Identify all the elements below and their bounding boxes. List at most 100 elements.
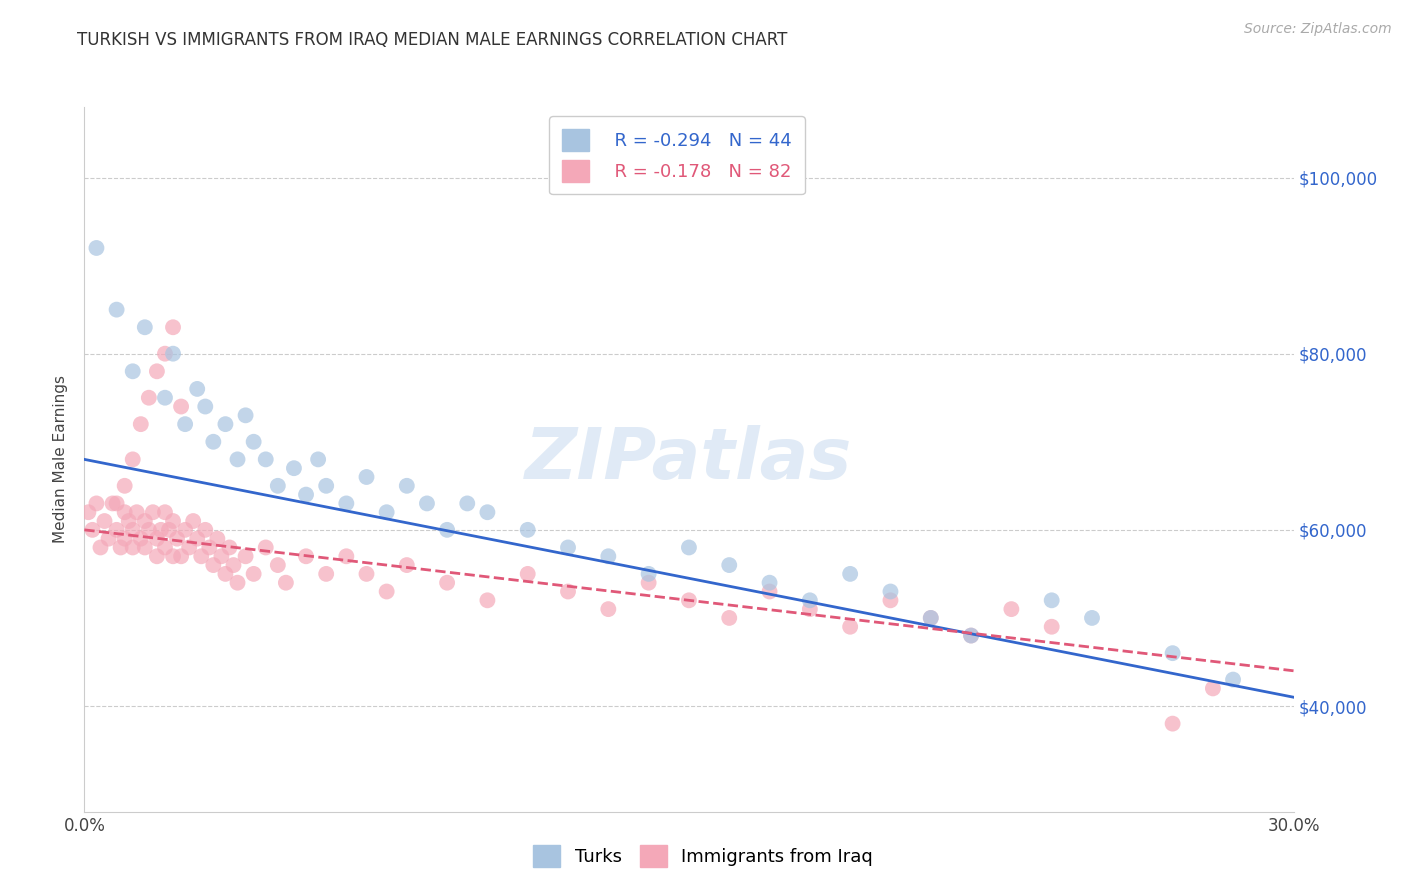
Point (235, 549, 257, 564)
Y-axis label: Median Male Earnings: Median Male Earnings (53, 376, 69, 543)
Point (162, 514, 184, 528)
Point (879, 593, 901, 607)
Point (1040, 620, 1063, 634)
Point (283, 461, 305, 475)
Point (226, 575, 249, 590)
Point (114, 479, 136, 493)
Point (436, 523, 458, 537)
Point (121, 452, 143, 467)
Point (456, 496, 478, 510)
Point (93, 514, 115, 528)
Point (194, 523, 217, 537)
Point (105, 523, 128, 537)
Point (97, 532, 120, 546)
Point (218, 541, 240, 555)
Point (678, 541, 700, 555)
Point (375, 584, 398, 599)
Point (477, 593, 499, 607)
Point (436, 575, 458, 590)
Point (202, 558, 225, 573)
Point (179, 541, 201, 555)
Legend:   R = -0.294   N = 44,   R = -0.178   N = 82: R = -0.294 N = 44, R = -0.178 N = 82 (550, 116, 804, 194)
Text: ZIPatlas: ZIPatlas (526, 425, 852, 494)
Point (516, 566, 538, 581)
Point (235, 409, 257, 423)
Point (879, 584, 901, 599)
Point (134, 541, 156, 555)
Point (375, 505, 398, 519)
Point (356, 470, 378, 484)
Point (557, 541, 579, 555)
Point (920, 611, 942, 625)
Point (222, 558, 245, 573)
Point (516, 523, 538, 537)
Point (295, 549, 318, 564)
Point (82, 523, 104, 537)
Point (89, 541, 111, 555)
Point (194, 400, 217, 414)
Point (138, 523, 160, 537)
Point (307, 452, 329, 467)
Point (920, 611, 942, 625)
Point (146, 549, 169, 564)
Point (110, 541, 132, 555)
Point (174, 523, 197, 537)
Point (86, 241, 108, 255)
Point (335, 496, 357, 510)
Point (153, 346, 176, 360)
Point (101, 496, 124, 510)
Point (170, 400, 193, 414)
Point (202, 434, 225, 449)
Point (170, 549, 193, 564)
Point (395, 479, 418, 493)
Point (105, 496, 128, 510)
Point (678, 593, 700, 607)
Point (226, 452, 249, 467)
Text: Source: ZipAtlas.com: Source: ZipAtlas.com (1244, 22, 1392, 37)
Point (166, 532, 188, 546)
Point (162, 346, 184, 360)
Text: TURKISH VS IMMIGRANTS FROM IRAQ MEDIAN MALE EARNINGS CORRELATION CHART: TURKISH VS IMMIGRANTS FROM IRAQ MEDIAN M… (77, 31, 787, 49)
Point (315, 566, 337, 581)
Point (125, 505, 148, 519)
Point (718, 611, 741, 625)
Point (254, 452, 277, 467)
Point (209, 549, 232, 564)
Point (1081, 611, 1104, 625)
Point (758, 575, 780, 590)
Point (839, 620, 862, 634)
Point (718, 558, 741, 573)
Point (129, 532, 152, 546)
Point (598, 549, 620, 564)
Point (799, 593, 821, 607)
Point (242, 434, 264, 449)
Point (274, 575, 297, 590)
Point (267, 479, 290, 493)
Point (1161, 716, 1184, 731)
Point (557, 584, 579, 599)
Point (960, 629, 983, 643)
Point (214, 417, 236, 432)
Point (121, 364, 143, 378)
Point (198, 541, 221, 555)
Point (960, 629, 983, 643)
Point (162, 320, 184, 334)
Point (118, 514, 141, 528)
Point (214, 566, 236, 581)
Point (1000, 602, 1022, 616)
Point (758, 584, 780, 599)
Point (121, 523, 143, 537)
Point (267, 558, 290, 573)
Point (186, 532, 208, 546)
Point (839, 566, 862, 581)
Point (105, 302, 128, 317)
Point (149, 523, 172, 537)
Point (138, 391, 160, 405)
Point (153, 505, 176, 519)
Point (121, 541, 143, 555)
Point (142, 505, 165, 519)
Point (181, 514, 204, 528)
Point (1161, 646, 1184, 660)
Point (335, 549, 357, 564)
Point (242, 566, 264, 581)
